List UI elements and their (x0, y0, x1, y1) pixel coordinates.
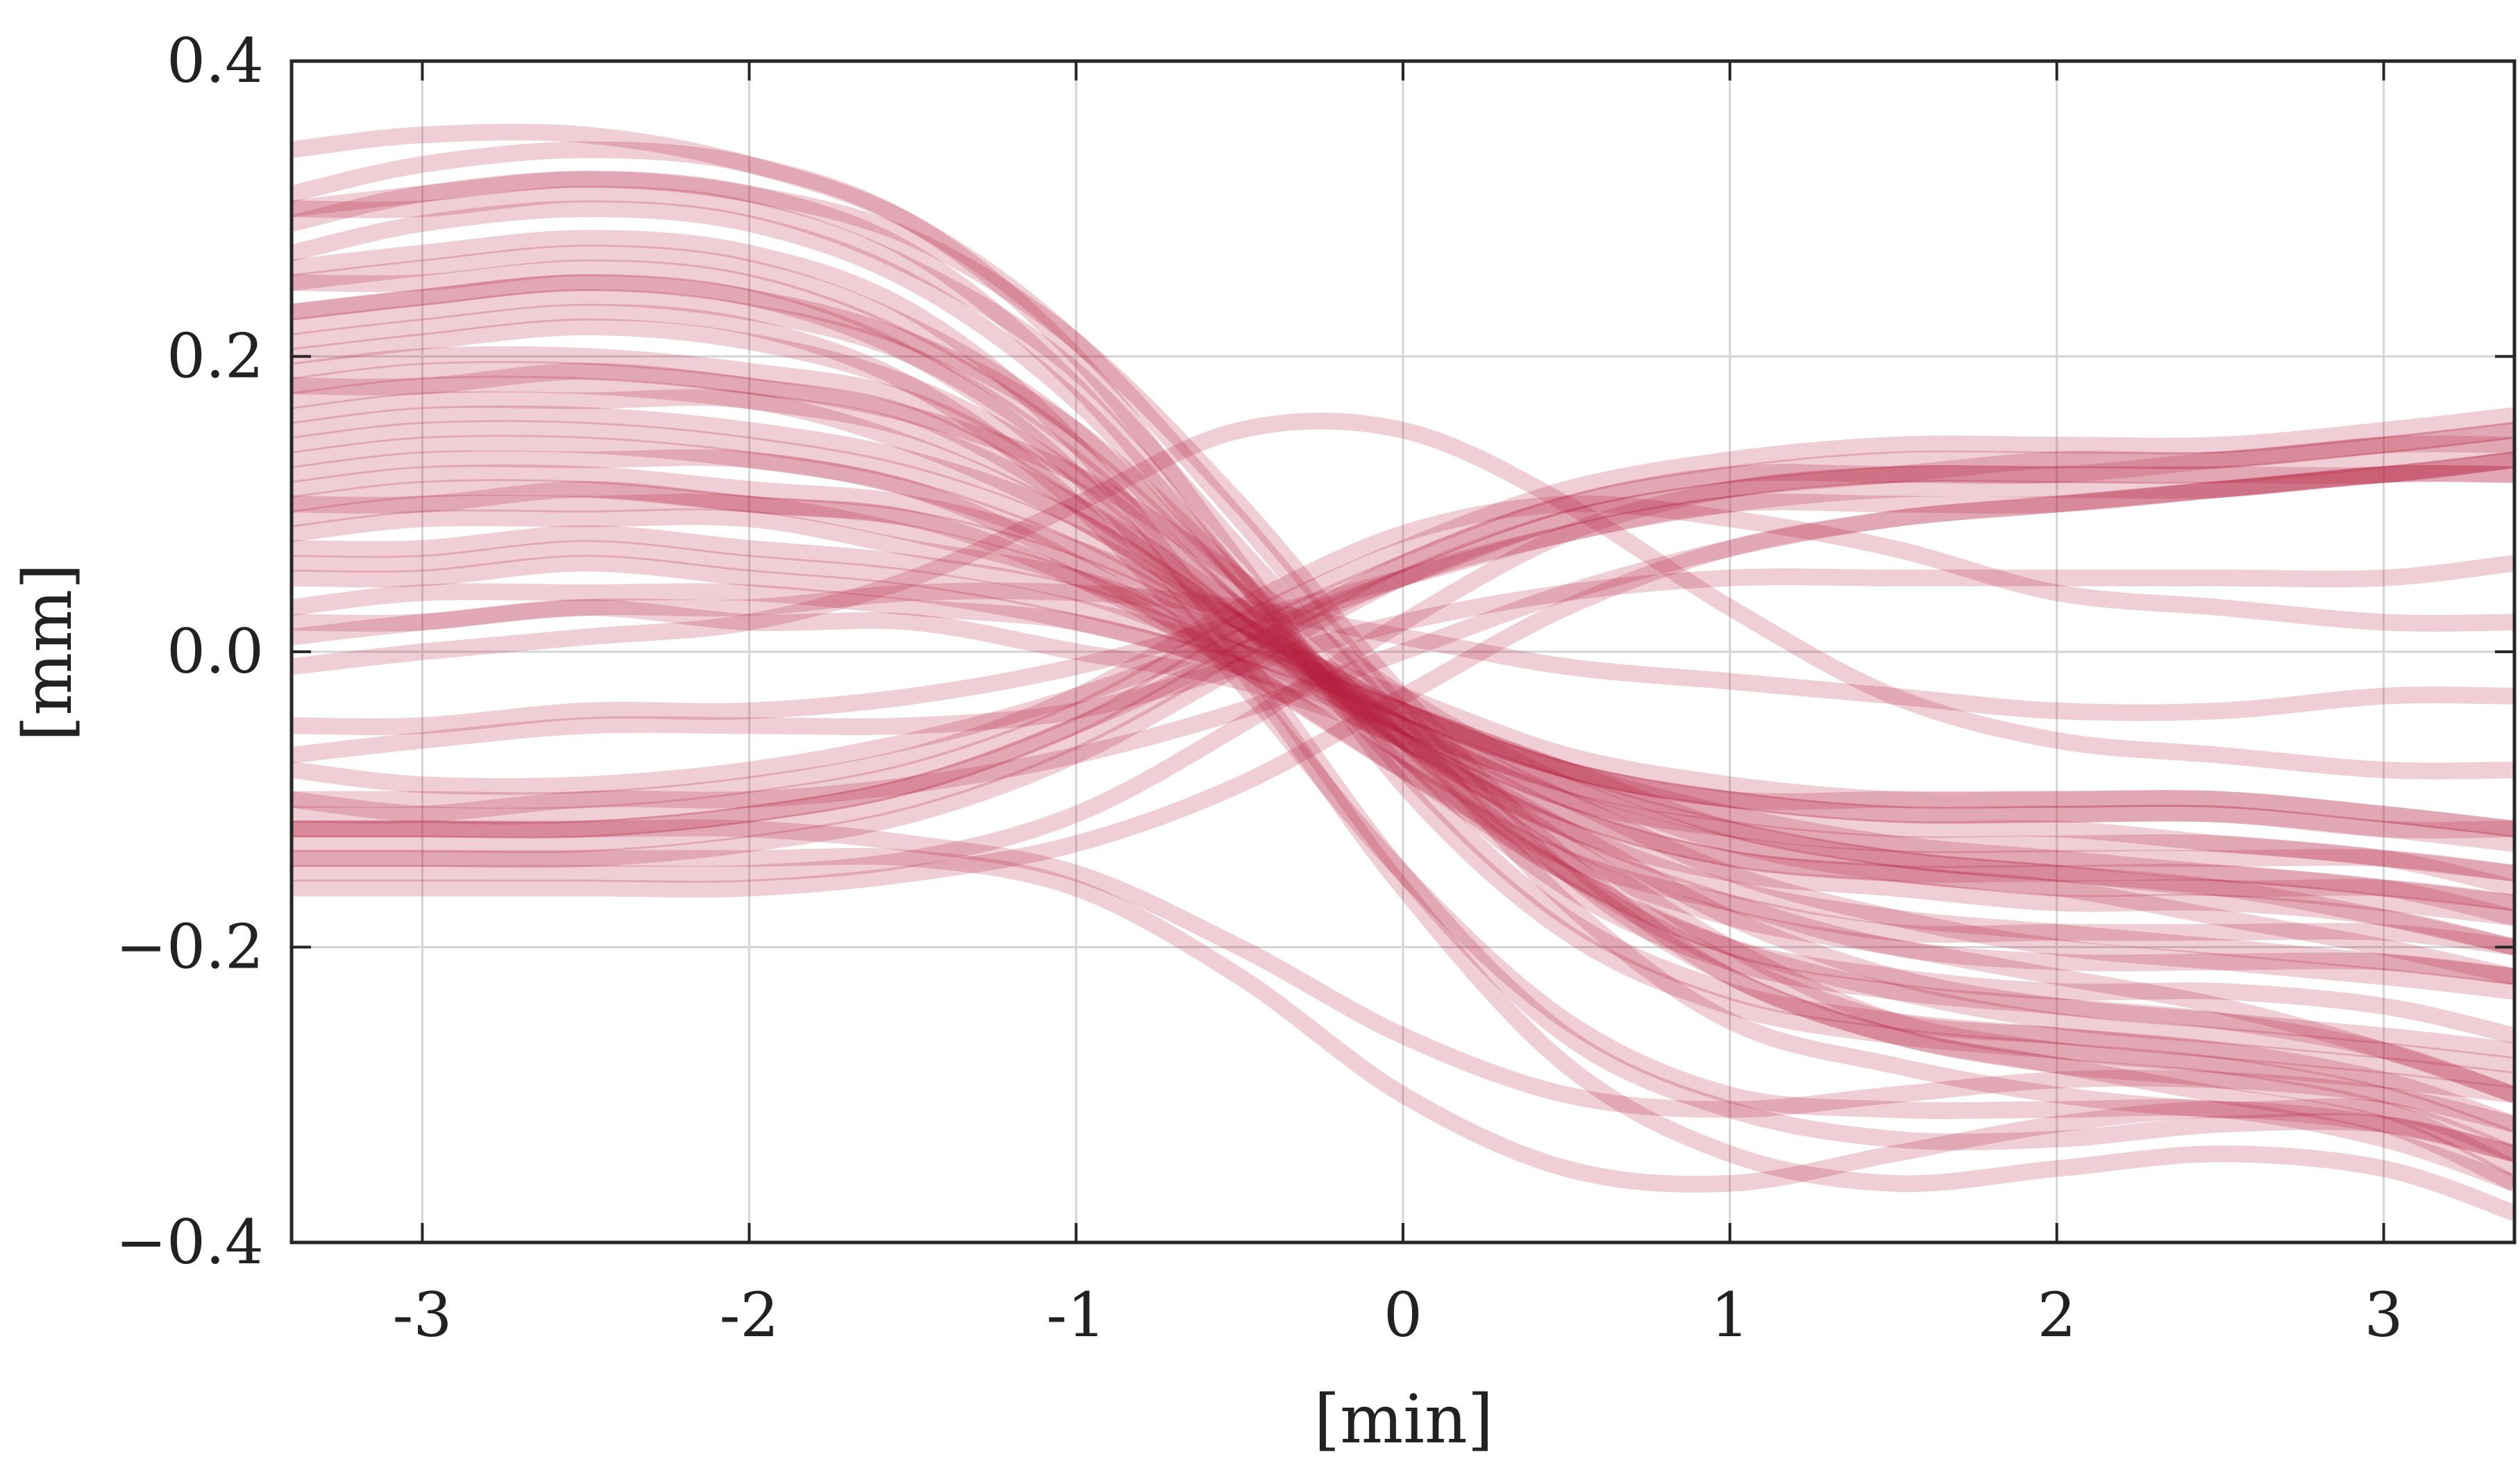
series-line (292, 494, 2514, 897)
series-line (292, 171, 2514, 1133)
series-line (292, 362, 2514, 985)
series-line (292, 389, 2514, 882)
series-line (292, 481, 2514, 838)
x-tick-label: 2 (2038, 1279, 2076, 1351)
series-line (292, 412, 2514, 779)
y-axis-label: [mm] (9, 564, 87, 742)
series-line (292, 230, 2514, 1163)
y-tick-label: 0.2 (167, 321, 264, 392)
x-tick-label: 0 (1384, 1279, 1422, 1351)
series-line (292, 583, 2514, 1000)
series-line (292, 274, 2514, 1088)
series-line (292, 171, 2514, 1177)
series-line (292, 555, 2514, 764)
series-line (292, 435, 2514, 956)
series-line (292, 465, 2514, 838)
series-line (292, 525, 2514, 911)
x-axis-label: [min] (1314, 1381, 1493, 1458)
series-line (292, 259, 2514, 1103)
y-tick-label: −0.4 (115, 1206, 264, 1278)
series-line (292, 407, 2514, 825)
series-line (292, 185, 2514, 1162)
series-line (292, 540, 2514, 926)
series-line (292, 319, 2514, 956)
x-tick-label: -1 (1046, 1279, 1106, 1351)
series-line (292, 124, 2514, 1191)
series-line (292, 361, 2514, 985)
series-line (292, 451, 2514, 824)
series-line (292, 449, 2514, 956)
series-line (292, 508, 2514, 838)
series-line (292, 464, 2514, 852)
x-tick-label: 3 (2364, 1279, 2403, 1351)
y-tick-label: 0.4 (167, 25, 264, 96)
series-line (292, 555, 2514, 1059)
series-line (292, 346, 2514, 926)
series-line (292, 465, 2514, 735)
series-line (292, 405, 2514, 882)
series-line (292, 244, 2514, 1044)
series-line (292, 451, 2514, 897)
y-tick-label: 0.0 (167, 616, 264, 687)
series-line (292, 819, 2514, 1133)
tick-labels: -3 -2 -1 0 1 2 3 −0.4 −0.2 0.0 0.2 0.4 (115, 25, 2403, 1351)
series-line (292, 437, 2514, 883)
series-line (292, 435, 2514, 838)
series-line (292, 141, 2514, 1147)
series-lines (292, 124, 2514, 1221)
series-line (292, 451, 2514, 868)
x-tick-label: 1 (1711, 1279, 1749, 1351)
series-line (292, 274, 2514, 1221)
series-line (292, 421, 2514, 854)
series-line (292, 200, 2514, 1103)
series-line (292, 289, 2514, 985)
series-line (292, 582, 2514, 721)
series-line (292, 479, 2514, 1074)
axes (289, 59, 2517, 1245)
series-line (292, 848, 2514, 1193)
series-line (292, 303, 2514, 1192)
x-tick-label: -3 (392, 1279, 452, 1351)
y-tick-label: −0.2 (115, 911, 264, 983)
series-line (292, 495, 2514, 809)
x-tick-label: -2 (719, 1279, 779, 1351)
series-line (292, 421, 2514, 795)
series-line (292, 599, 2514, 1104)
series-line (292, 420, 2514, 838)
series-line (292, 376, 2514, 911)
